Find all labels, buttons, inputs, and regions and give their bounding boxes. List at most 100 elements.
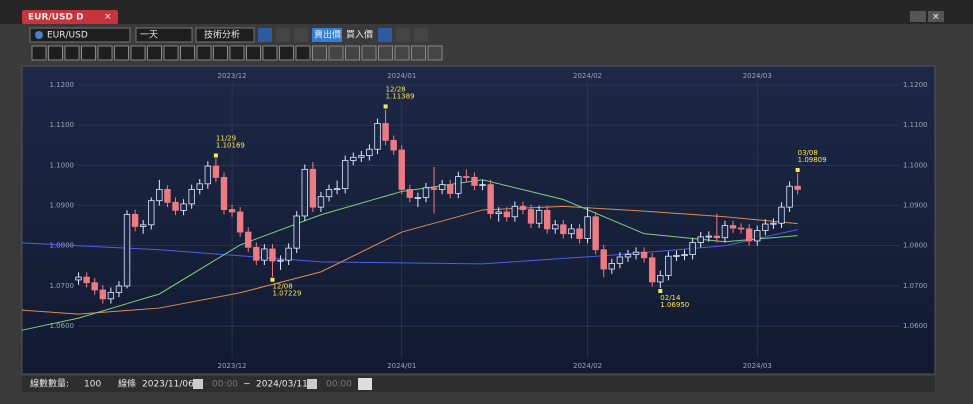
candle-body	[382, 123, 389, 141]
tool-btn[interactable]	[97, 45, 113, 61]
candle-body	[665, 255, 672, 276]
candle-body	[390, 139, 397, 151]
count[interactable]: 100	[84, 380, 101, 390]
candle-body	[83, 276, 90, 284]
zoom-in[interactable]	[396, 28, 410, 42]
tool-btn[interactable]	[378, 28, 392, 42]
zoom-out[interactable]	[414, 28, 428, 42]
x-tick-label: 2024/02	[573, 362, 602, 370]
candle-body	[204, 165, 212, 185]
maximize[interactable]	[910, 11, 926, 22]
candle-body	[737, 227, 745, 230]
candle-body	[212, 165, 220, 178]
close[interactable]	[928, 11, 944, 22]
tool-btn[interactable]	[378, 45, 393, 61]
x-tick-label: 2024/01	[387, 362, 416, 370]
tool-btn[interactable]	[147, 45, 162, 61]
candle-body	[115, 285, 123, 293]
reset-btn[interactable]	[358, 378, 372, 390]
tool-btn[interactable]	[81, 45, 96, 61]
candle-body	[139, 224, 147, 227]
period-select[interactable]	[135, 27, 193, 43]
buy[interactable]: 買入價	[346, 30, 373, 41]
candle-body	[131, 213, 139, 227]
tool-btn[interactable]	[114, 45, 129, 61]
candle-body	[713, 235, 721, 239]
tool-btn[interactable]	[345, 45, 360, 61]
tool-btn[interactable]	[258, 28, 272, 42]
tool-btn[interactable]	[48, 45, 63, 61]
tool-btn[interactable]	[312, 45, 327, 61]
candle-body	[527, 209, 535, 224]
candle-body	[406, 189, 414, 198]
tool-btn[interactable]	[31, 45, 47, 61]
tool-btn[interactable]	[279, 45, 294, 61]
candle-body	[754, 230, 761, 242]
candle-body	[374, 123, 381, 150]
annotation-price: 1.07229	[272, 290, 301, 298]
annotation-date: 02/14	[660, 294, 681, 302]
tool-btn[interactable]	[196, 45, 212, 61]
from-date[interactable]: 2023/11/06	[142, 380, 194, 390]
annotation-marker	[795, 167, 800, 172]
analysis: 技術分析	[204, 29, 240, 41]
candle-body	[172, 201, 179, 211]
y-tick-label: 1.0600	[903, 322, 928, 330]
to-date[interactable]: 2024/03/11	[256, 380, 308, 390]
candle-body	[123, 213, 131, 287]
tab[interactable]	[22, 10, 118, 24]
title-bar	[0, 0, 973, 24]
flag	[35, 31, 43, 39]
tool-btn[interactable]	[295, 45, 311, 61]
x-tick-label: 2024/01	[387, 72, 416, 80]
symbol-select[interactable]	[29, 27, 131, 43]
candle-body	[624, 254, 632, 258]
candle-body	[228, 209, 236, 213]
candle-body	[366, 148, 373, 157]
candle-body	[543, 209, 551, 230]
analysis-select[interactable]	[195, 27, 255, 43]
tool-btn[interactable]	[411, 45, 426, 61]
tool-btn[interactable]	[213, 45, 228, 61]
candle-body	[253, 246, 260, 261]
tool-btn[interactable]	[427, 45, 443, 61]
candle-body	[568, 228, 575, 235]
annotation-date: 11/29	[216, 135, 236, 143]
candle-body	[705, 235, 712, 238]
tool-btn[interactable]	[276, 28, 290, 42]
tool-btn[interactable]	[361, 45, 377, 61]
tool-btn[interactable]	[163, 45, 179, 61]
y-tick-label: 1.1100	[50, 121, 75, 129]
tool-btn[interactable]	[130, 45, 146, 61]
annotation-marker	[658, 288, 663, 293]
annotation-date: 12/28	[386, 85, 406, 93]
footer-bar	[22, 376, 935, 392]
candle-body	[689, 242, 696, 255]
annotation-price: 1.11389	[386, 92, 415, 100]
y-tick-label: 1.0800	[50, 242, 75, 250]
tool-btn[interactable]	[180, 45, 195, 61]
candle-body	[649, 257, 656, 283]
candle-body	[511, 205, 519, 218]
moving-average	[21, 205, 798, 315]
tool-btn[interactable]	[394, 45, 410, 61]
annotation-price: 1.10169	[216, 142, 245, 150]
tool-btn[interactable]	[294, 28, 308, 42]
annotation-marker	[270, 277, 275, 282]
close-icon: ✕	[932, 13, 940, 23]
candle-body	[778, 206, 785, 224]
tool-btn[interactable]	[328, 45, 344, 61]
tool-btn[interactable]	[64, 45, 80, 61]
candle-body	[657, 275, 664, 283]
tool-btn[interactable]	[229, 45, 245, 61]
tool-btn[interactable]	[262, 45, 278, 61]
tool-btn[interactable]	[246, 45, 261, 61]
y-tick-label: 1.1200	[50, 81, 75, 89]
calendar-btn[interactable]	[307, 379, 317, 389]
candle-body	[99, 289, 106, 300]
sell-btn[interactable]	[312, 28, 342, 42]
candle-body	[269, 248, 276, 262]
calendar-btn[interactable]	[193, 379, 203, 389]
symbol: EUR/USD	[47, 31, 88, 41]
tab-close[interactable]: ✕	[104, 13, 112, 23]
